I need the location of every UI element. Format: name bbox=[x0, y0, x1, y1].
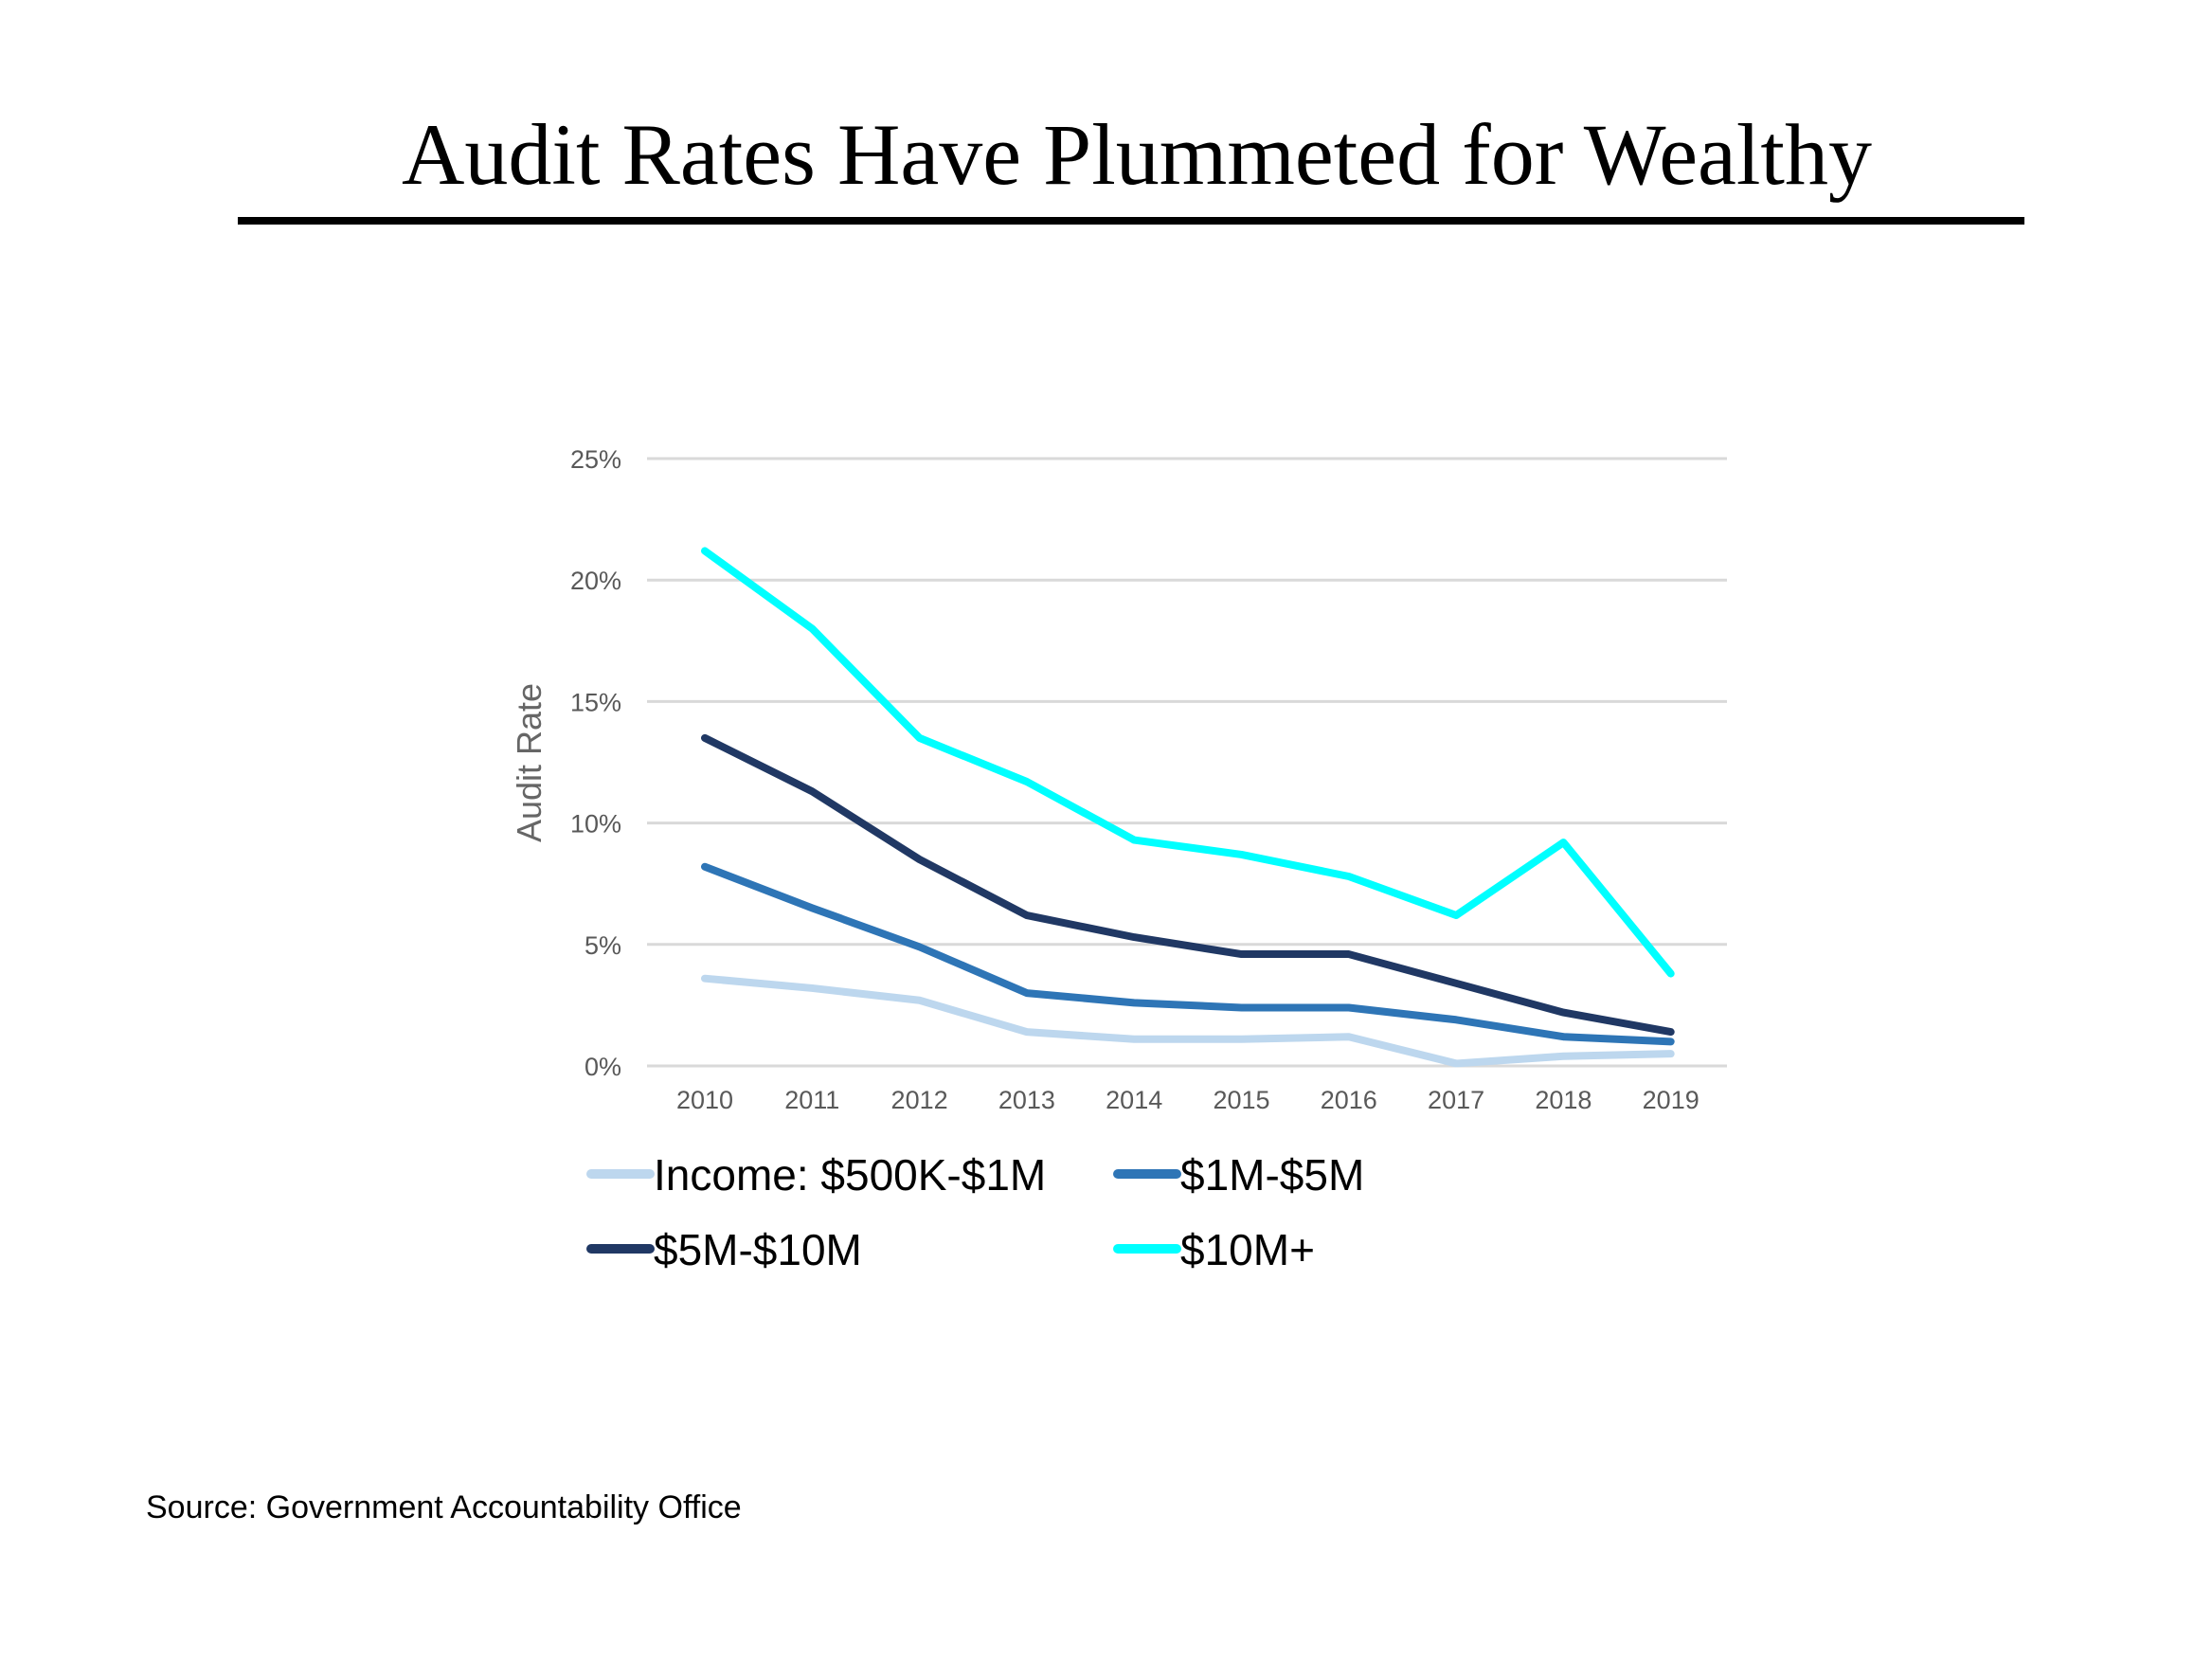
y-tick-label: 0% bbox=[584, 1053, 621, 1081]
series-line bbox=[701, 862, 1675, 1046]
y-tick-label: 5% bbox=[584, 931, 621, 960]
x-tick-label: 2014 bbox=[1106, 1086, 1162, 1114]
slide-title: Audit Rates Have Plummeted for Wealthy bbox=[401, 106, 1872, 203]
y-tick-label: 15% bbox=[570, 688, 621, 716]
legend-label: Income: $500K-$1M bbox=[654, 1150, 1046, 1200]
series-line bbox=[701, 733, 1675, 1037]
title-underline bbox=[238, 217, 2024, 225]
x-axis-ticks: 2010 2011 2012 2013 2014 2015 2016 2017 2018 2019 bbox=[676, 1086, 1699, 1114]
y-tick-label: 25% bbox=[570, 445, 621, 474]
x-tick-label: 2011 bbox=[784, 1086, 839, 1114]
source-note: Source: Government Accountability Office bbox=[146, 1489, 742, 1525]
x-tick-label: 2010 bbox=[676, 1086, 733, 1114]
x-tick-label: 2017 bbox=[1428, 1086, 1484, 1114]
series-line bbox=[701, 974, 1675, 1068]
x-tick-label: 2016 bbox=[1321, 1086, 1377, 1114]
legend-label: $1M-$5M bbox=[1180, 1150, 1364, 1200]
legend-label: $10M+ bbox=[1180, 1225, 1315, 1274]
y-axis-ticks: 0% 5% 10% 15% 20% 25% bbox=[570, 445, 621, 1081]
x-tick-label: 2018 bbox=[1535, 1086, 1592, 1114]
y-tick-label: 10% bbox=[570, 810, 621, 839]
x-tick-label: 2013 bbox=[998, 1086, 1055, 1114]
x-tick-label: 2012 bbox=[891, 1086, 948, 1114]
y-tick-label: 20% bbox=[570, 567, 621, 595]
gridlines bbox=[647, 457, 1727, 1068]
x-tick-label: 2019 bbox=[1643, 1086, 1699, 1114]
series-line bbox=[701, 547, 1675, 978]
legend-label: $5M-$10M bbox=[654, 1225, 862, 1274]
series-lines bbox=[701, 547, 1675, 1068]
x-tick-label: 2015 bbox=[1213, 1086, 1269, 1114]
y-axis-label: Audit Rate bbox=[510, 683, 549, 842]
legend: Income: $500K-$1M $1M-$5M $5M-$10M $10M+ bbox=[586, 1150, 1364, 1274]
